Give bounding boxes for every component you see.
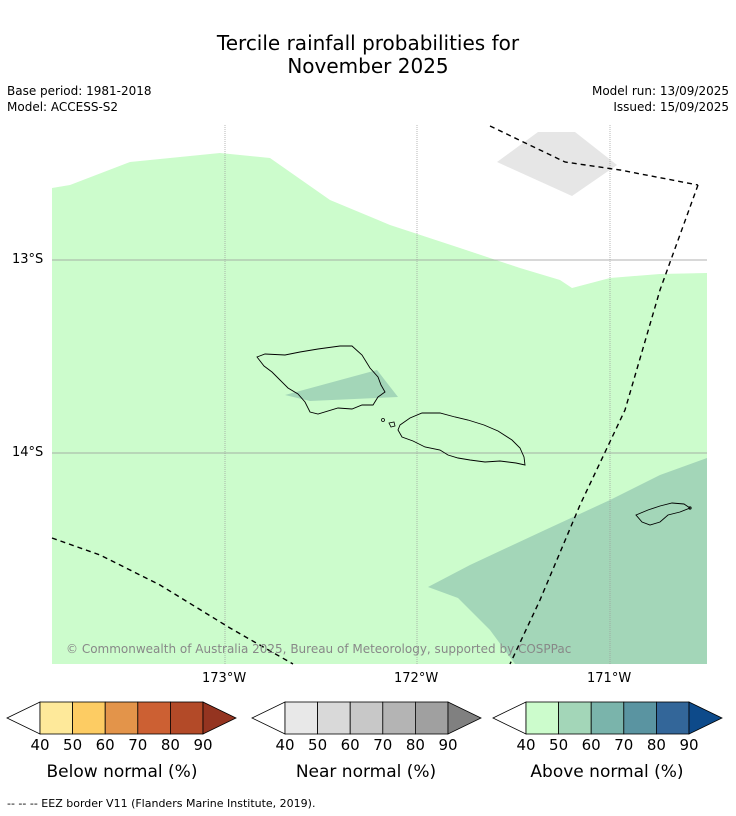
colorbar-below-normal-tick-90: 90 bbox=[193, 736, 213, 754]
eez-border-southwest bbox=[51, 537, 294, 665]
above-normal-50-60-region-samoa bbox=[285, 370, 398, 401]
colorbar-above-normal-over-arrow bbox=[688, 701, 723, 735]
colorbar-below-normal-under-arrow bbox=[6, 701, 41, 735]
colorbar-above-normal-under-arrow bbox=[492, 701, 527, 735]
colorbar-near-normal bbox=[251, 701, 482, 735]
colorbar-above-normal-segment-60 bbox=[590, 701, 625, 735]
colorbar-label-near-normal: Near normal (%) bbox=[295, 762, 437, 782]
colorbar-below-normal-tick-60: 60 bbox=[95, 736, 115, 754]
colorbar-above-normal bbox=[492, 701, 723, 735]
colorbar-near-normal-segment-50 bbox=[317, 701, 351, 735]
colorbar-near-normal-tick-50: 50 bbox=[308, 736, 328, 754]
colorbar-above-normal-segment-50 bbox=[558, 701, 592, 735]
apolima-islet bbox=[388, 421, 396, 428]
savaii-island-outline bbox=[256, 345, 386, 415]
colorbar-near-normal-under-arrow bbox=[251, 701, 286, 735]
colorbar-below-normal-segment-70 bbox=[137, 701, 171, 735]
colorbar-near-normal-tick-70: 70 bbox=[373, 736, 393, 754]
lon-label-172w: 172°W bbox=[394, 671, 439, 686]
lon-label-173w: 173°W bbox=[202, 671, 247, 686]
colorbar-near-normal-segment-80 bbox=[414, 701, 449, 735]
colorbar-below-normal-segment-60 bbox=[104, 701, 139, 735]
manono-islet bbox=[381, 418, 385, 422]
colorbar-near-normal-tick-90: 90 bbox=[438, 736, 458, 754]
colorbar-near-normal-segment-60 bbox=[349, 701, 384, 735]
colorbar-above-normal-tick-50: 50 bbox=[549, 736, 569, 754]
map-title-line1: Tercile rainfall probabilities for bbox=[216, 31, 520, 55]
colorbar-near-normal-over-arrow bbox=[447, 701, 482, 735]
near-normal-40-50-region bbox=[497, 132, 617, 196]
colorbar-above-normal-tick-90: 90 bbox=[679, 736, 699, 754]
colorbar-above-normal-segment-80 bbox=[656, 701, 690, 735]
tutuila-island-outline bbox=[635, 502, 691, 526]
above-normal-50-60-region-southeast bbox=[428, 458, 707, 664]
colorbar-label-below-normal: Below normal (%) bbox=[46, 762, 198, 782]
colorbar-below-normal-over-arrow bbox=[202, 701, 237, 735]
colorbar-above-normal-segment-40 bbox=[525, 701, 559, 735]
colorbar-above-normal-segment-70 bbox=[623, 701, 657, 735]
colorbar-near-normal-tick-40: 40 bbox=[275, 736, 295, 754]
colorbar-below-normal-segment-80 bbox=[169, 701, 204, 735]
lat-label-13s: 13°S bbox=[12, 252, 44, 267]
colorbar-near-normal-segment-70 bbox=[382, 701, 416, 735]
issued-date: Issued: 15/09/2025 bbox=[613, 100, 729, 114]
colorbar-above-normal-tick-80: 80 bbox=[646, 736, 666, 754]
colorbar-below-normal bbox=[6, 701, 237, 735]
eez-border-lines bbox=[51, 125, 699, 665]
map-title-line2: November 2025 bbox=[287, 54, 449, 78]
aunuu-islet bbox=[688, 506, 692, 510]
colorbar-above-normal-tick-70: 70 bbox=[614, 736, 634, 754]
colorbar-near-normal-tick-60: 60 bbox=[340, 736, 360, 754]
model-run: Model run: 13/09/2025 bbox=[591, 84, 729, 98]
colorbar-below-normal-tick-50: 50 bbox=[63, 736, 83, 754]
colorbar-near-normal-tick-80: 80 bbox=[405, 736, 425, 754]
copyright-notice: © Commonwealth of Australia 2025, Bureau… bbox=[66, 642, 572, 656]
colorbar-above-normal-tick-60: 60 bbox=[581, 736, 601, 754]
lon-label-171w: 171°W bbox=[587, 671, 632, 686]
colorbar-below-normal-tick-40: 40 bbox=[30, 736, 50, 754]
colorbar-label-above-normal: Above normal (%) bbox=[530, 762, 684, 782]
colorbar-near-normal-segment-40 bbox=[284, 701, 318, 735]
base-period: Base period: 1981-2018 bbox=[7, 84, 152, 98]
colorbar-below-normal-segment-50 bbox=[72, 701, 106, 735]
eez-border-east bbox=[509, 184, 699, 665]
eez-border-north bbox=[489, 125, 699, 186]
gridlines bbox=[52, 125, 707, 664]
model-name: Model: ACCESS-S2 bbox=[7, 100, 119, 114]
colorbar-below-normal-tick-80: 80 bbox=[160, 736, 180, 754]
upolu-island-outline bbox=[397, 412, 526, 466]
colorbar-below-normal-segment-40 bbox=[39, 701, 73, 735]
colorbar-above-normal-tick-40: 40 bbox=[516, 736, 536, 754]
lat-label-14s: 14°S bbox=[12, 445, 44, 460]
eez-border-footnote: -- -- -- EEZ border V11 (Flanders Marine… bbox=[7, 797, 316, 810]
colorbar-below-normal-tick-70: 70 bbox=[128, 736, 148, 754]
